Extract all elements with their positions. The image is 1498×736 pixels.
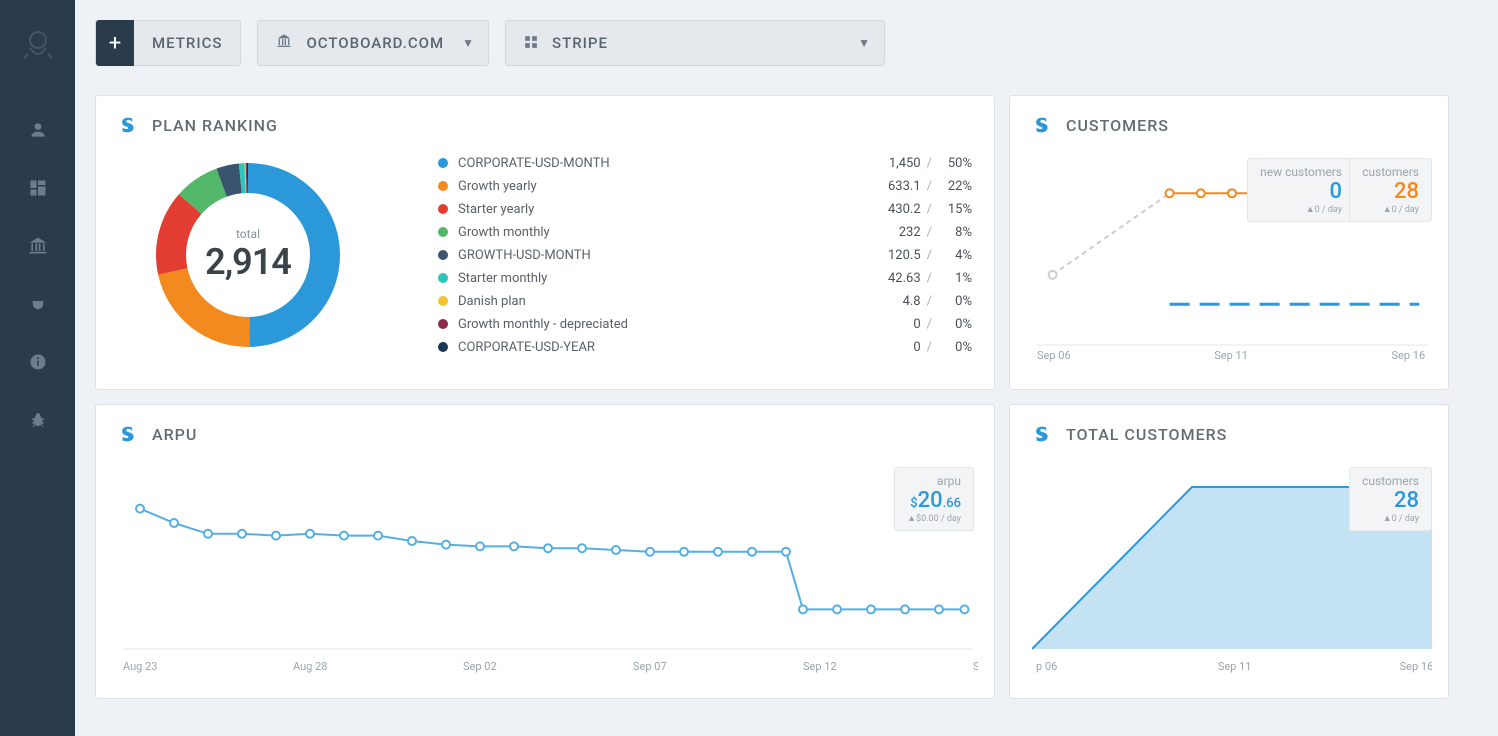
badge-label: customers	[1362, 474, 1419, 488]
info-icon	[29, 352, 47, 376]
sidebar-item-user[interactable]	[0, 103, 75, 161]
badge-total-customers: customers 28 ▲0 / day	[1349, 467, 1432, 531]
sidebar-item-bank[interactable]	[0, 219, 75, 277]
legend-row: GROWTH-USD-MONTH120.5/4%	[438, 244, 972, 267]
svg-text:Sep 07: Sep 07	[633, 660, 667, 673]
app-logo	[14, 20, 62, 68]
dashboard-icon	[29, 178, 47, 202]
svg-text:Sep 02: Sep 02	[463, 660, 497, 673]
legend-row: Growth monthly232/8%	[438, 221, 972, 244]
badge-value: $20.66	[907, 488, 961, 513]
caret-down-icon: ▼	[462, 36, 474, 50]
badge-sub: ▲$0.00 / day	[907, 513, 961, 524]
org-dropdown[interactable]: OCTOBOARD.COM ▼	[257, 20, 489, 66]
stripe-icon	[1032, 114, 1054, 136]
svg-text:Sep 12: Sep 12	[803, 660, 837, 673]
card-customers: CUSTOMERS Sep 06 Sep 11 Sep 16 new custome…	[1009, 95, 1449, 390]
svg-text:Aug 23: Aug 23	[123, 660, 157, 673]
sidebar	[0, 0, 75, 736]
svg-text:Sep 16: Sep 16	[1400, 660, 1432, 673]
source-label: STRIPE	[546, 34, 626, 52]
badge-arpu: arpu $20.66 ▲$0.00 / day	[894, 467, 974, 531]
badge-sub: ▲0 / day	[1260, 204, 1342, 215]
org-label: OCTOBOARD.COM	[300, 34, 462, 52]
legend-row: Danish plan4.8/0%	[438, 290, 972, 313]
card-title: TOTAL CUSTOMERS	[1066, 425, 1227, 444]
dashboard-grid: PLAN RANKING total 2,914 CORPORATE-USD-M…	[95, 95, 1449, 699]
donut-total-value: 2,914	[205, 241, 291, 283]
sidebar-item-plug[interactable]	[0, 277, 75, 335]
svg-text:Sep 11: Sep 11	[1214, 349, 1248, 362]
stripe-icon	[1032, 423, 1054, 445]
card-title: PLAN RANKING	[152, 116, 278, 135]
bug-icon	[29, 410, 47, 434]
donut-total-label: total	[205, 227, 291, 241]
badge-value: 28	[1362, 488, 1419, 513]
source-dropdown[interactable]: STRIPE ▼	[505, 20, 885, 66]
legend-row: CORPORATE-USD-MONTH1,450/50%	[438, 152, 972, 175]
sidebar-item-info[interactable]	[0, 335, 75, 393]
svg-text:p 06: p 06	[1036, 660, 1057, 673]
sidebar-item-dashboard[interactable]	[0, 161, 75, 219]
bank-icon	[276, 33, 292, 53]
badge-new-customers: new customers 0 ▲0 / day	[1247, 158, 1355, 222]
svg-text:Sep 06: Sep 06	[1037, 349, 1071, 362]
plug-icon	[29, 294, 47, 318]
card-total-customers: TOTAL CUSTOMERS p 06 Sep 11 Sep 16 custome…	[1009, 404, 1449, 699]
stripe-icon	[118, 423, 140, 445]
legend-row: Growth yearly633.1/22%	[438, 175, 972, 198]
badge-value: 0	[1260, 179, 1342, 204]
svg-text:Sep 11: Sep 11	[1218, 660, 1252, 673]
caret-down-icon: ▼	[858, 36, 870, 50]
arpu-chart: Aug 23 Aug 28 Sep 02 Sep 07 Sep 12 Sep 17	[118, 459, 978, 674]
user-icon	[28, 120, 48, 145]
metrics-label: METRICS	[146, 34, 240, 52]
metrics-button[interactable]: + METRICS	[95, 20, 241, 66]
badge-label: new customers	[1260, 165, 1342, 179]
donut-chart: total 2,914	[118, 150, 378, 360]
badge-sub: ▲0 / day	[1362, 204, 1419, 215]
svg-text:Sep 16: Sep 16	[1392, 349, 1426, 362]
plan-legend: CORPORATE-USD-MONTH1,450/50%Growth yearl…	[438, 152, 972, 359]
stripe-icon	[118, 114, 140, 136]
grid-icon	[524, 34, 538, 53]
card-title: CUSTOMERS	[1066, 116, 1169, 135]
legend-row: Growth monthly - depreciated0/0%	[438, 313, 972, 336]
legend-row: CORPORATE-USD-YEAR0/0%	[438, 336, 972, 359]
card-title: ARPU	[152, 425, 197, 444]
card-arpu: ARPU Aug 23 Aug 28 Sep 02 Sep 07 Sep 12 Sep 1…	[95, 404, 995, 699]
bank-icon	[28, 236, 48, 261]
sidebar-item-bug[interactable]	[0, 393, 75, 451]
svg-text:Sep 17: Sep 17	[973, 660, 978, 673]
card-plan-ranking: PLAN RANKING total 2,914 CORPORATE-USD-M…	[95, 95, 995, 390]
badge-sub: ▲0 / day	[1362, 513, 1419, 524]
badge-value: 28	[1362, 179, 1419, 204]
badge-label: customers	[1362, 165, 1419, 179]
badge-label: arpu	[907, 474, 961, 488]
badge-customers: customers 28 ▲0 / day	[1349, 158, 1432, 222]
legend-row: Starter yearly430.2/15%	[438, 198, 972, 221]
plus-icon: +	[96, 20, 134, 66]
svg-text:Aug 28: Aug 28	[293, 660, 327, 673]
topbar: + METRICS OCTOBOARD.COM ▼ STRIPE ▼	[95, 20, 885, 66]
legend-row: Starter monthly42.63/1%	[438, 267, 972, 290]
